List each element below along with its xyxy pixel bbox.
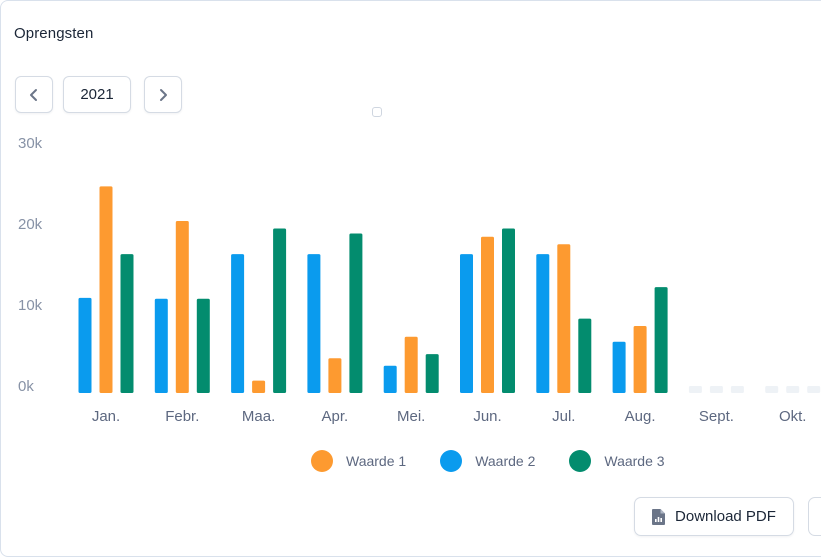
chart-bar[interactable]: [481, 236, 494, 393]
chart-bar[interactable]: [578, 318, 592, 393]
chart-bar[interactable]: [175, 221, 189, 393]
revenue-bar-chart: 30k 20k 10k 0k Jan. Febr. Maa. Apr. Mei. Jun. Jul.…: [18, 135, 821, 425]
legend-label: Waarde 1: [346, 453, 407, 469]
chart-bar[interactable]: [231, 254, 245, 393]
chart-bar[interactable]: [404, 336, 418, 393]
card-title: Oprengsten: [14, 25, 94, 42]
chart-bar[interactable]: [383, 365, 397, 393]
x-category-label: Apr.: [322, 408, 349, 425]
legend-item-waarde-1[interactable]: Waarde 1: [311, 450, 406, 472]
y-tick-label: 10k: [18, 297, 43, 314]
legend-item-waarde-3[interactable]: Waarde 3: [569, 450, 665, 472]
more-options-button[interactable]: [808, 497, 821, 536]
chart-bar[interactable]: [460, 254, 473, 393]
chart-bar-empty[interactable]: [765, 386, 779, 393]
legend-label: Waarde 2: [475, 453, 536, 469]
next-year-button[interactable]: [144, 76, 182, 113]
y-tick-label: 20k: [18, 216, 43, 233]
chart-bar[interactable]: [425, 354, 439, 393]
x-category-label: Jan.: [92, 408, 120, 425]
chart-bar-empty[interactable]: [709, 386, 723, 393]
x-category-label: Sept.: [699, 408, 734, 425]
chart-bar[interactable]: [307, 254, 321, 393]
chart-bar[interactable]: [557, 244, 571, 393]
x-category-label: Maa.: [242, 408, 275, 425]
y-tick-label: 0k: [18, 378, 34, 395]
chart-bar[interactable]: [654, 287, 668, 393]
chart-bar[interactable]: [612, 341, 626, 393]
x-category-label: Jun.: [473, 408, 501, 425]
chart-bar[interactable]: [273, 228, 287, 393]
chart-bar-empty[interactable]: [786, 386, 800, 393]
chart-bar[interactable]: [536, 254, 550, 393]
x-category-label: Mei.: [397, 408, 425, 425]
chart-bar[interactable]: [349, 233, 363, 393]
x-category-label: Aug.: [625, 408, 656, 425]
chart-bar[interactable]: [502, 228, 515, 393]
chart-bar[interactable]: [120, 254, 134, 393]
legend-swatch: [311, 450, 333, 472]
chart-legend: Waarde 1 Waarde 2 Waarde 3: [311, 450, 699, 472]
previous-year-button[interactable]: [15, 76, 53, 113]
year-selector[interactable]: 2021: [63, 76, 131, 113]
chart-bar[interactable]: [154, 298, 168, 393]
x-category-label: Jul.: [552, 408, 575, 425]
download-pdf-button[interactable]: Download PDF: [634, 497, 794, 536]
chart-bar[interactable]: [78, 297, 92, 393]
chevron-right-icon: [160, 88, 167, 101]
legend-swatch: [569, 450, 592, 472]
download-pdf-label: Download PDF: [675, 508, 776, 525]
y-tick-label: 30k: [18, 135, 43, 152]
chart-bar[interactable]: [252, 380, 266, 393]
legend-label: Waarde 3: [604, 453, 665, 469]
x-category-label: Febr.: [165, 408, 199, 425]
chart-handle: [372, 107, 382, 117]
chart-bar-empty[interactable]: [730, 386, 744, 393]
chart-bar[interactable]: [328, 358, 342, 393]
file-chart-icon: [652, 508, 666, 525]
chart-bar[interactable]: [196, 298, 210, 393]
legend-swatch: [440, 450, 463, 472]
chevron-left-icon: [30, 88, 37, 101]
chart-bar[interactable]: [99, 186, 113, 393]
x-category-label: Okt.: [779, 408, 807, 425]
chart-bar-empty[interactable]: [688, 386, 702, 393]
chart-bar-empty[interactable]: [807, 386, 821, 393]
legend-item-waarde-2[interactable]: Waarde 2: [440, 450, 535, 472]
chart-bar[interactable]: [633, 326, 647, 393]
